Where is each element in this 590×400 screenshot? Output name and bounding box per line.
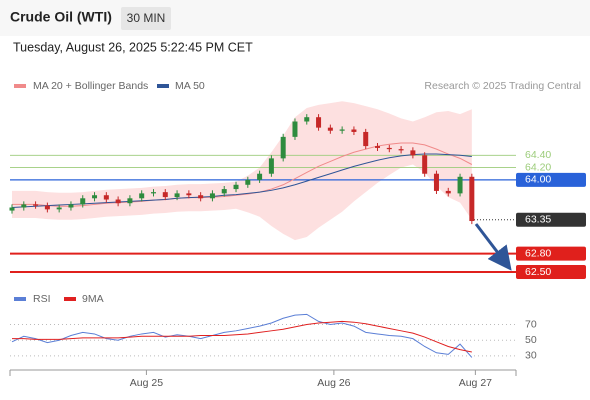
legend-swatch [14,297,26,301]
level-box [516,265,586,280]
datetime: Tuesday, August 26, 2025 5:22:45 PM CET [13,40,253,54]
bollinger-band [12,101,472,241]
candle-body [351,129,357,132]
level-label: 64.20 [525,161,551,173]
candle-body [68,204,74,208]
title: Crude Oil (WTI) [10,9,112,25]
legend-label: 9MA [82,293,104,305]
candle-body [410,150,416,156]
interval-box [121,7,171,30]
x-tick-label: Aug 26 [317,377,350,389]
candle-body [327,127,333,131]
candle-body [280,136,286,159]
level-label: 63.35 [525,214,551,226]
ma-line [11,153,472,209]
x-tick-label: Aug 25 [130,377,163,389]
candle-body [233,184,239,190]
level-box [516,212,586,227]
candle-body [398,149,404,151]
candle-body [209,193,215,199]
candle-body [174,193,180,198]
source: Research © 2025 Trading Central [424,80,581,92]
legend-label: MA 20 + Bollinger Bands [33,80,148,92]
candle-body [127,198,133,204]
candle-body [292,121,298,137]
candle-body [33,204,39,206]
level-label: 64.40 [525,149,551,161]
level-box [516,246,586,261]
candle-body [363,131,369,147]
legend-swatch [157,84,169,88]
candle-body [422,155,428,174]
level-label: 62.50 [525,266,551,278]
rsi-line [12,320,472,353]
candle-body [245,179,251,185]
x-tick-label: Aug 27 [459,377,492,389]
candle-body [268,158,274,174]
candle-body [457,176,463,194]
candle-body [386,147,392,150]
candle-body [92,195,98,199]
candle-body [9,207,15,211]
candle-body [198,195,204,199]
candle-body [150,192,156,194]
candle-body [469,176,475,222]
level-label: 64.00 [525,174,551,186]
candle-body [304,117,310,122]
candle-body [375,146,381,148]
candle-body [44,205,50,210]
legend-label: MA 50 [175,80,205,92]
candle-body [445,190,451,194]
legend-label: RSI [33,293,51,305]
y-tick-label: 50 [525,334,537,346]
candle-body [162,192,168,198]
level-box [516,172,586,187]
candle-body [139,193,145,199]
header-bar [0,0,590,36]
candle-body [433,173,439,191]
candle-body [339,129,345,131]
candle-body [56,207,62,210]
rsi-line [11,313,473,358]
candle-body [257,173,263,180]
candle-body [21,204,27,208]
interval: 30 MIN [127,11,166,25]
candle-body [80,198,86,205]
candle-body [103,195,109,200]
y-tick-label: 70 [525,318,537,330]
candle-body [115,199,121,204]
forecast-arrow [474,223,512,271]
candle-body [186,193,192,196]
candle-body [316,117,322,128]
legend-swatch [14,84,26,88]
ma-line [12,142,473,207]
y-tick-label: 30 [525,350,537,362]
level-label: 62.80 [525,247,551,259]
candle-body [221,189,227,194]
legend-swatch [64,297,76,301]
